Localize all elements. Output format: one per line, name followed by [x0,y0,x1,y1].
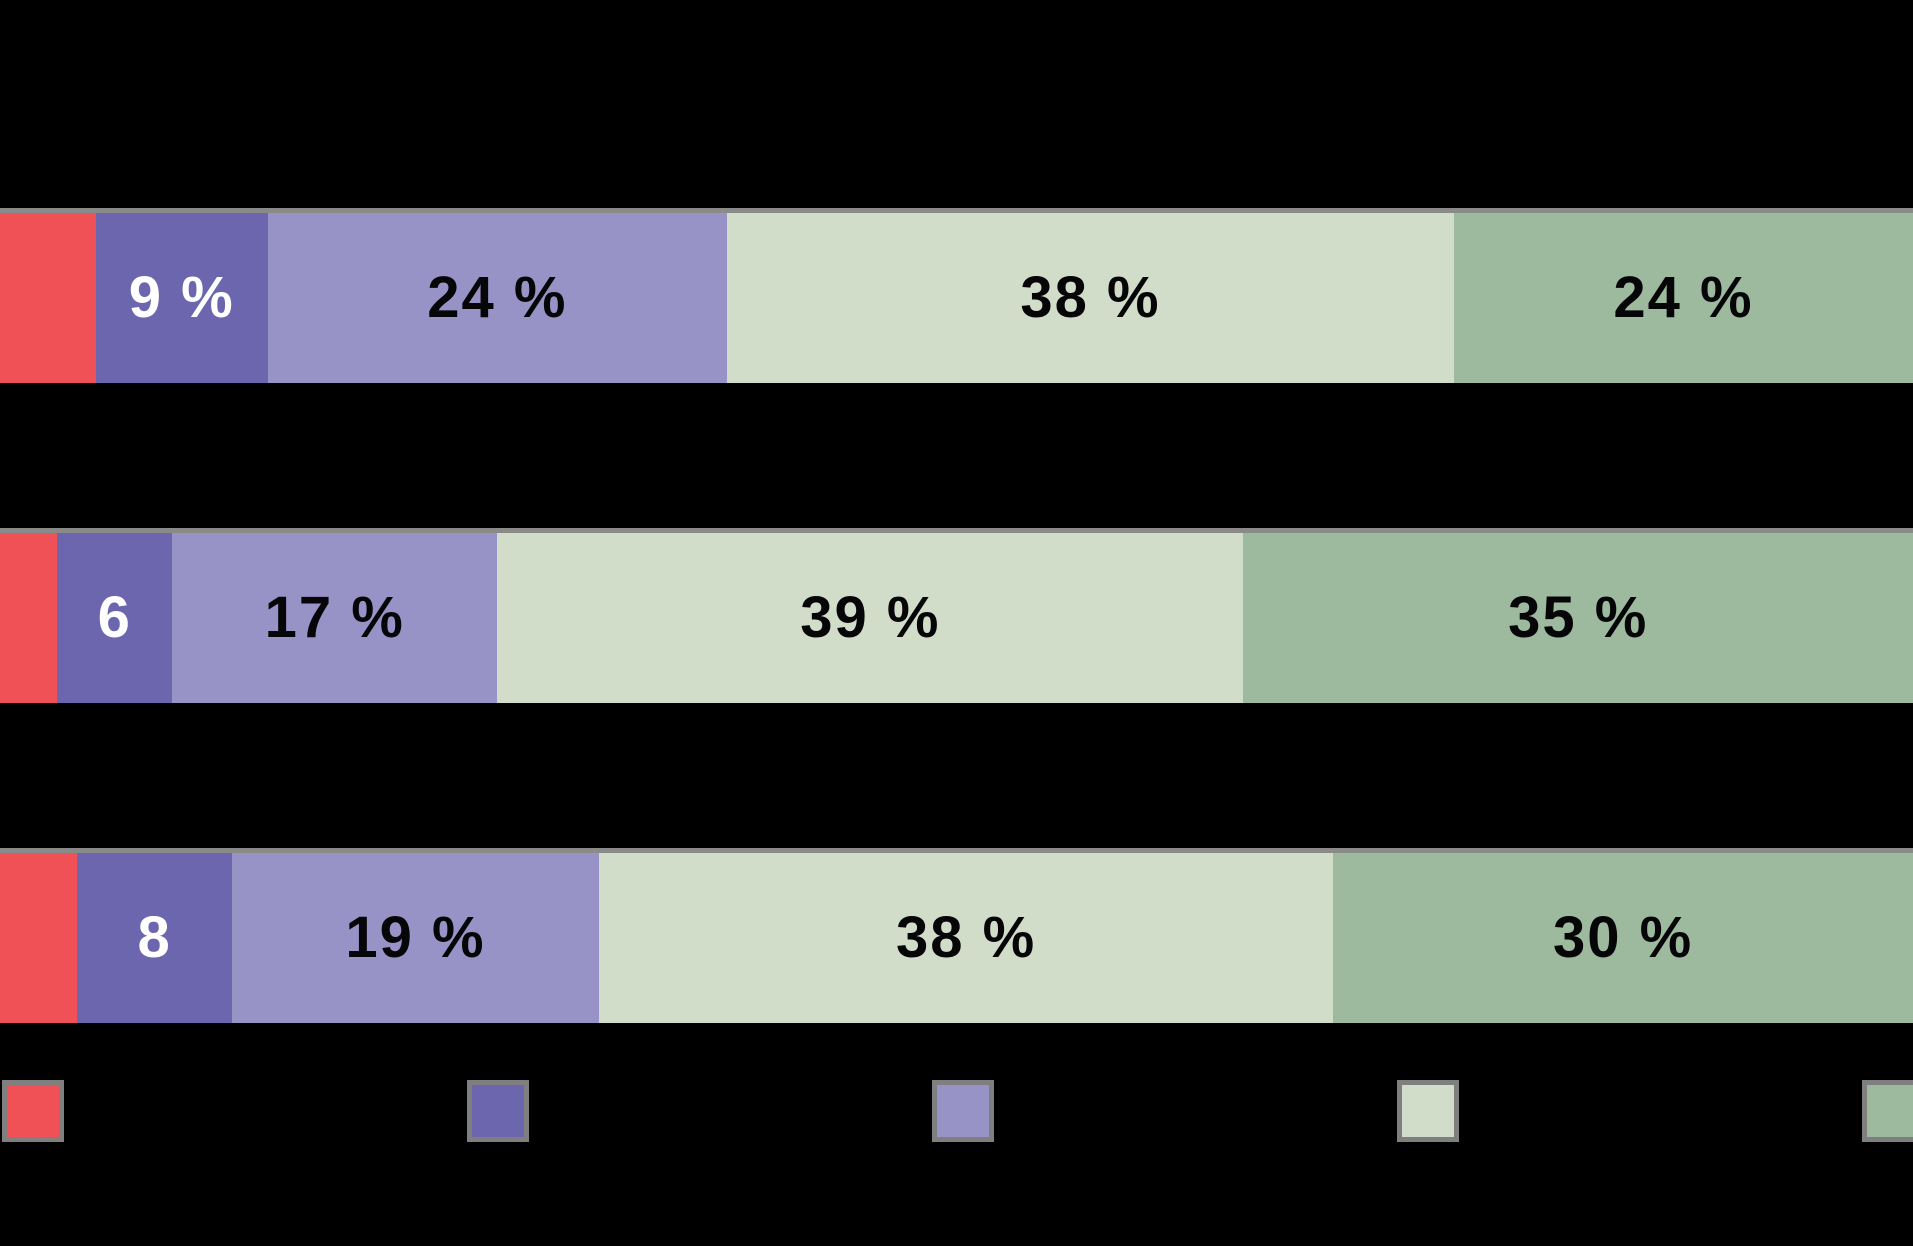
legend-swatch-light-purple [932,1080,994,1142]
bar2-segment-light-purple: 17 % [172,533,498,703]
bar2-segment-sage-green: 35 % [1243,533,1913,703]
segment-label: 9 % [128,265,235,330]
segment-label: 6 [97,585,132,650]
bar3-segment-sage-green: 30 % [1333,853,1913,1023]
bar2-segment-dark-purple: 6 [57,533,173,703]
bar1-segment-pale-green: 38 % [726,213,1454,383]
chart-legend [0,1080,1913,1142]
segment-label: 35 % [1508,585,1649,650]
bar1-segment-red [0,213,96,383]
segment-label: 38 % [1020,265,1161,330]
bar2-segment-pale-green: 39 % [497,533,1244,703]
bar-row-3: 8 19 % 38 % 30 % [0,848,1913,1023]
segment-label: 19 % [345,905,486,970]
legend-swatch-pale-green [1397,1080,1459,1142]
segment-label: 30 % [1553,905,1694,970]
bar1-segment-sage-green: 24 % [1453,213,1913,383]
bar3-segment-red [0,853,78,1023]
legend-swatch-sage-green [1862,1080,1913,1142]
segment-label: 39 % [800,585,941,650]
bar2-segment-red [0,533,58,703]
bar3-segment-pale-green: 38 % [599,853,1334,1023]
bar-row-1: 9 % 24 % 38 % 24 % [0,208,1913,383]
legend-swatch-dark-purple [467,1080,529,1142]
segment-label: 17 % [264,585,405,650]
segment-label: 24 % [427,265,568,330]
bar-row-2: 6 17 % 39 % 35 % [0,528,1913,703]
bar3-segment-light-purple: 19 % [231,853,600,1023]
segment-label: 8 [137,905,172,970]
legend-swatch-red [2,1080,64,1142]
segment-label: 38 % [896,905,1037,970]
bar1-segment-light-purple: 24 % [267,213,727,383]
segment-label: 24 % [1613,265,1754,330]
bar3-segment-dark-purple: 8 [77,853,232,1023]
bar1-segment-dark-purple: 9 % [95,213,268,383]
